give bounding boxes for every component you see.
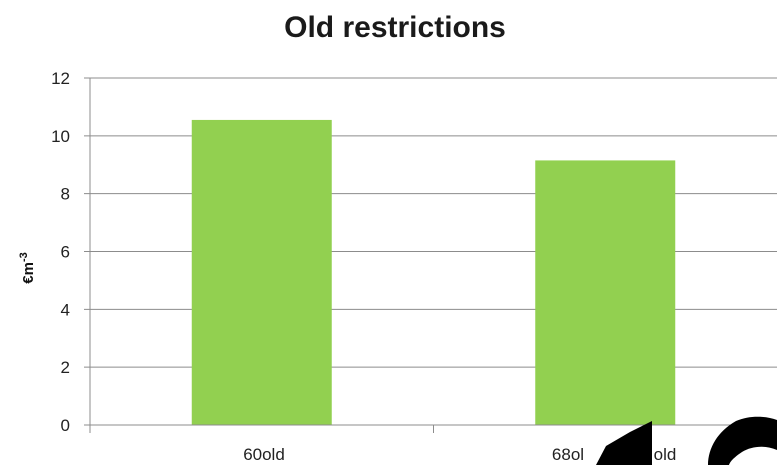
y-tick-label: 10 bbox=[51, 127, 70, 146]
bar-68old bbox=[535, 160, 676, 425]
bar-60old bbox=[191, 119, 332, 425]
y-tick-label: 4 bbox=[61, 300, 70, 319]
x-tick-label-68ol: 68ol bbox=[552, 445, 584, 464]
axes bbox=[84, 78, 777, 433]
x-tick-label-60old: 60old bbox=[243, 445, 285, 464]
y-tick-label: 8 bbox=[61, 185, 70, 204]
y-axis-label-main: €m bbox=[20, 262, 37, 284]
y-tick-label: 0 bbox=[61, 416, 70, 435]
y-axis-label: €m-3 bbox=[18, 252, 37, 283]
x-tick-label-old: old bbox=[654, 445, 677, 464]
occluding-overlay-shapes bbox=[596, 416, 777, 465]
y-axis-ticks: 0 2 4 6 8 10 12 bbox=[51, 69, 70, 435]
bars bbox=[191, 119, 676, 425]
y-tick-label: 12 bbox=[51, 69, 70, 88]
chart-title: Old restrictions bbox=[284, 11, 506, 44]
y-tick-label: 2 bbox=[61, 358, 70, 377]
overlay-shape-two bbox=[708, 416, 777, 465]
y-axis-label-superscript: -3 bbox=[18, 252, 30, 262]
y-tick-label: 6 bbox=[61, 243, 70, 262]
overlay-shape-one bbox=[596, 421, 652, 465]
